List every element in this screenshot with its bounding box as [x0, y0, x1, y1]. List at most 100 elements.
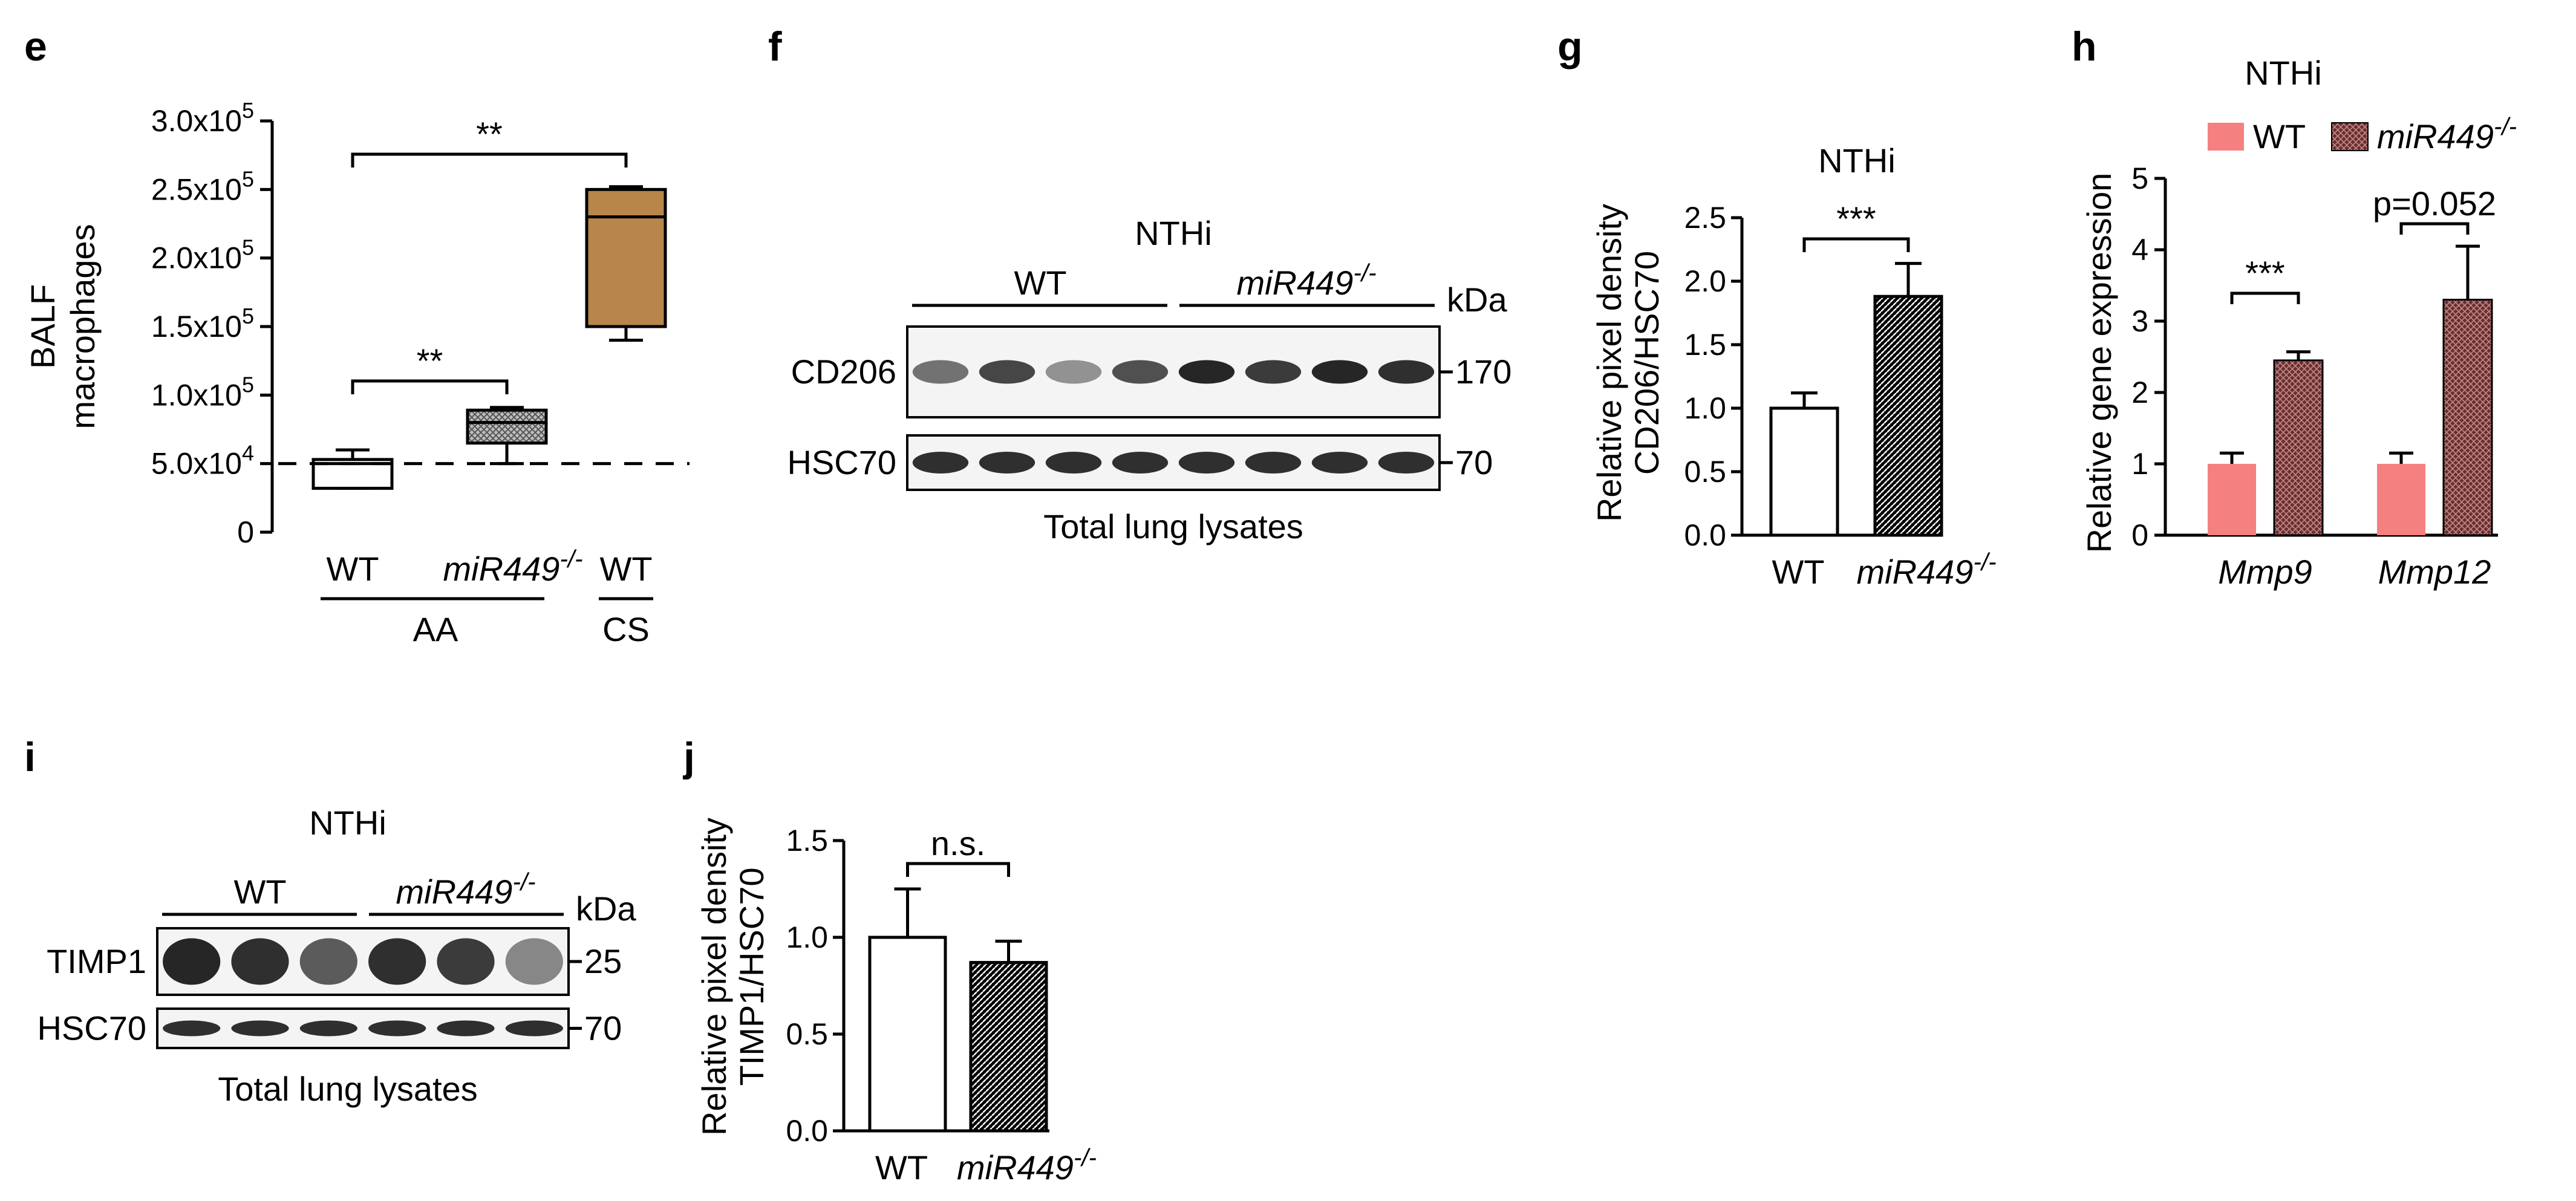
i-band-0-4 [437, 938, 495, 985]
e-group-label-cs: CS [602, 610, 650, 648]
j-bar-0 [868, 936, 947, 1133]
h-legend-label-wt: WT [2253, 117, 2306, 155]
e-sig-wt-cs: ** [351, 115, 628, 168]
i-band-1-2 [299, 1020, 357, 1037]
g-ytick-label-0: 0.0 [1684, 518, 1726, 552]
h-ytick-label-1: 1 [2131, 447, 2148, 481]
g-xlabel-0: WT [1772, 553, 1824, 591]
e-sig-wt-ko-line [351, 379, 509, 394]
h-bar-1-0 [2377, 464, 2425, 535]
f-band-0-2 [1045, 360, 1102, 384]
e-ytick-label-1: 5.0x104 [151, 441, 254, 481]
e-xlabel-0: WT [326, 550, 379, 588]
g-ytick-label-4: 2.0 [1684, 264, 1726, 298]
j-ylabel: Relative pixel densityTIMP1/HSC70 [695, 818, 771, 1136]
e-ytick-label-6: 3.0x105 [151, 98, 254, 138]
h-ytick-label-3: 3 [2131, 304, 2148, 338]
g-bar-1 [1873, 295, 1943, 537]
e-ylabel: BALFmacrophages [24, 224, 102, 429]
j-xlabel-0: WT [875, 1148, 928, 1186]
j-sig-label: n.s. [931, 824, 985, 862]
i-band-1-0 [163, 1020, 221, 1037]
panel-letter-i: i [24, 734, 36, 780]
g-bar-0 [1769, 406, 1839, 537]
f-group-label-ko: miR449-/- [1236, 259, 1376, 302]
f-caption: Total lung lysates [1043, 507, 1303, 545]
g-title: NTHi [1818, 142, 1896, 180]
g-ylabel: Relative pixel densityCD206/HSC70 [1590, 204, 1666, 522]
f-band-0-7 [1378, 360, 1435, 384]
h-ytick-label-2: 2 [2131, 376, 2148, 409]
f-band-0-6 [1311, 360, 1368, 384]
panel-letter-e: e [24, 24, 47, 70]
f-band-0-5 [1245, 360, 1302, 384]
g-ytick-label-2: 1.0 [1684, 391, 1726, 425]
f-band-1-4 [1178, 452, 1235, 474]
h-sig-0-label: *** [2245, 254, 2284, 292]
e-ytick-label-2: 1.0x105 [151, 372, 254, 412]
h-legend-label-ko: miR449-/- [2377, 112, 2517, 155]
j-xlabel-1: miR449-/- [957, 1144, 1097, 1186]
blot-i: NTHi WT miR449-/- kDa TIMP1 25 HSC70 70 Total lu… [37, 804, 636, 1108]
i-band-0-3 [368, 938, 426, 985]
e-sig-wt-ko-label: ** [417, 342, 443, 380]
i-band-0-1 [231, 938, 289, 985]
e-xlabel-1: miR449-/- [443, 545, 582, 588]
e-sig-wt-cs-label: ** [476, 115, 503, 153]
chart-g: 0.0 0.5 1.0 1.5 2.0 2.5 Relative pixel density… [1590, 142, 1997, 591]
blot-f: NTHi WT miR449-/- kDa CD206 170 HSC70 70 Total l… [787, 214, 1511, 545]
h-sig-1-label: p=0.052 [2373, 184, 2496, 223]
i-marker-1: 70 [584, 1009, 622, 1047]
i-blot-frame-1 [156, 1007, 570, 1049]
i-group-label-wt: WT [233, 873, 286, 911]
e-group-label-aa: AA [413, 610, 458, 648]
g-sig-label: *** [1836, 200, 1876, 238]
i-band-0-2 [299, 938, 357, 985]
g-ytick-label-1: 0.5 [1684, 455, 1726, 489]
f-marker-0: 170 [1455, 353, 1511, 391]
j-sig: n.s. [906, 824, 1010, 877]
h-ytick-label-5: 5 [2131, 161, 2148, 195]
j-ytick-label-1: 0.5 [786, 1017, 828, 1051]
e-ytick-label-3: 1.5x105 [151, 304, 254, 343]
f-marker-1: 70 [1455, 443, 1493, 481]
f-band-1-3 [1112, 452, 1169, 474]
f-band-0-3 [1112, 360, 1169, 384]
panel-letter-f: f [768, 24, 782, 70]
f-band-1-0 [912, 452, 969, 474]
i-group-label-ko: miR449-/- [396, 868, 535, 911]
i-marker-0: 25 [584, 942, 622, 980]
j-bar-1 [969, 961, 1048, 1133]
i-band-1-1 [231, 1020, 289, 1037]
g-sig: *** [1802, 200, 1910, 252]
f-group-label-wt: WT [1014, 264, 1066, 302]
chart-h: 0 1 2 3 4 5 Relative gene expression NTHi WT miR4… [2080, 54, 2517, 591]
i-unit: kDa [576, 890, 636, 928]
h-ylabel: Relative gene expression [2080, 173, 2118, 553]
f-unit: kDa [1447, 281, 1507, 319]
i-band-1-4 [437, 1020, 495, 1037]
e-ytick-label-5: 2.5x105 [151, 166, 254, 206]
i-caption: Total lung lysates [218, 1070, 478, 1108]
f-row-label-1: HSC70 [787, 443, 896, 481]
f-band-0-0 [912, 360, 969, 384]
panel-letter-g: g [1557, 24, 1583, 70]
h-bar-1-1 [2442, 299, 2493, 536]
h-xlabel-1: Mmp12 [2378, 553, 2491, 591]
i-band-1-3 [368, 1020, 426, 1037]
h-title: NTHi [2245, 54, 2322, 92]
i-band-0-0 [163, 938, 221, 985]
panel-letter-h: h [2072, 24, 2097, 70]
h-ytick-label-4: 4 [2131, 233, 2148, 267]
h-sig-0: *** [2230, 254, 2300, 304]
g-sig-line [1802, 237, 1910, 252]
h-legend-swatch-ko [2331, 122, 2369, 151]
e-ytick-label-4: 2.0x105 [151, 235, 254, 275]
h-sig-1-line [2399, 222, 2470, 235]
chart-e: 0 5.0x104 1.0x105 1.5x105 2.0x105 2.5x105 3.0x… [24, 98, 690, 648]
h-ytick-label-0: 0 [2131, 518, 2148, 552]
i-band-0-5 [505, 938, 563, 985]
i-row-label-0: TIMP1 [47, 942, 146, 980]
e-sig-wt-cs-line [351, 152, 628, 168]
